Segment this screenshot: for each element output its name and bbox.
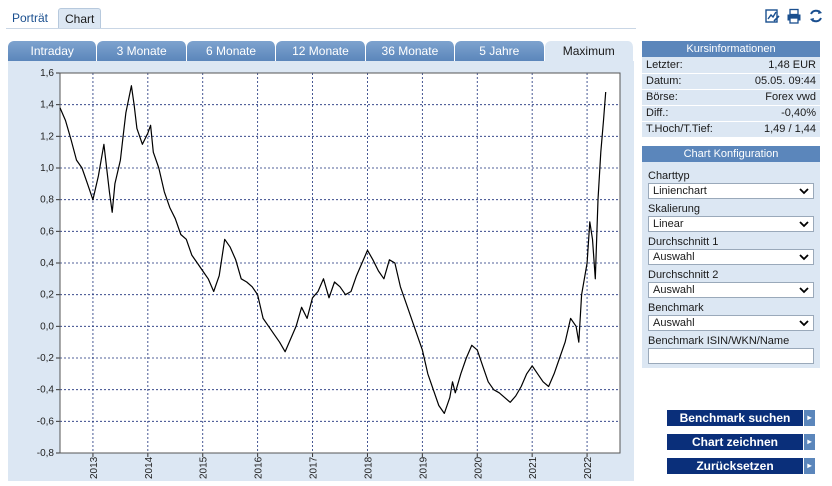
y-tick-label: 0,8 bbox=[40, 195, 54, 206]
tab-chart[interactable]: Chart bbox=[58, 8, 102, 28]
kursinfo-header: Kursinformationen bbox=[642, 41, 820, 57]
x-tick-label: 2014 bbox=[144, 456, 155, 479]
kurs-value: Forex vwd bbox=[734, 89, 820, 106]
skalierung-select[interactable]: Linear bbox=[648, 215, 814, 232]
price-chart: 1,6 1,4 1,2 1,0 0,8 0,6 0,4 0,2 0,0 -0,2 -0,4 -0,6 -… bbox=[37, 68, 621, 479]
x-tick-label: 2013 bbox=[89, 456, 100, 479]
benchmark-suchen-button[interactable]: Benchmark suchen ▸ bbox=[667, 410, 815, 426]
arrow-right-icon: ▸ bbox=[803, 434, 815, 450]
skalierung-label: Skalierung bbox=[648, 202, 700, 215]
benchmark-isin-label: Benchmark ISIN/WKN/Name bbox=[648, 334, 790, 347]
kurs-label: T.Hoch/T.Tief: bbox=[642, 121, 735, 138]
y-tick-label: 0,2 bbox=[40, 290, 54, 301]
durchschnitt1-label: Durchschnitt 1 bbox=[648, 235, 719, 248]
tab-intraday[interactable]: Intraday bbox=[8, 41, 98, 61]
chart-config-box: Chart Konfiguration Charttyp Linienchart… bbox=[642, 145, 820, 368]
skalierung-value: Linear bbox=[653, 217, 684, 230]
table-row: Börse: Forex vwd bbox=[642, 89, 820, 106]
top-tab-bar: Porträt Chart bbox=[6, 8, 102, 28]
x-tick-label: 2018 bbox=[363, 456, 374, 479]
durchschnitt2-select[interactable]: Auswahl bbox=[648, 281, 814, 298]
kurs-label: Diff.: bbox=[642, 105, 735, 122]
benchmark-suchen-label: Benchmark suchen bbox=[679, 411, 791, 425]
refresh-icon[interactable] bbox=[808, 8, 824, 24]
table-row: Datum: 05.05. 09:44 bbox=[642, 73, 820, 90]
sidebar: Kursinformationen Letzter: 1,48 EUR Datu… bbox=[642, 41, 820, 368]
durchschnitt2-label: Durchschnitt 2 bbox=[648, 268, 719, 281]
chevron-down-icon bbox=[799, 286, 809, 293]
x-tick-label: 2020 bbox=[473, 456, 484, 479]
arrow-right-icon: ▸ bbox=[803, 410, 815, 426]
table-row: Letzter: 1,48 EUR bbox=[642, 57, 820, 74]
tab-divider bbox=[6, 28, 636, 29]
y-tick-label: 1,0 bbox=[40, 163, 54, 174]
kurs-label: Börse: bbox=[642, 89, 735, 106]
tab-3-monate[interactable]: 3 Monate bbox=[97, 41, 187, 61]
durchschnitt1-select[interactable]: Auswahl bbox=[648, 248, 814, 265]
tab-5-jahre[interactable]: 5 Jahre bbox=[455, 41, 545, 61]
kurs-label: Letzter: bbox=[642, 57, 735, 74]
y-tick-label: 1,4 bbox=[40, 100, 54, 111]
tab-portraet[interactable]: Porträt bbox=[12, 11, 49, 25]
x-tick-label: 2017 bbox=[309, 456, 320, 479]
x-tick-label: 2015 bbox=[199, 456, 210, 479]
kurs-value: -0,40% bbox=[734, 105, 820, 122]
zuruecksetzen-button[interactable]: Zurücksetzen ▸ bbox=[667, 458, 815, 474]
charttyp-value: Linienchart bbox=[653, 184, 707, 197]
durchschnitt2-value: Auswahl bbox=[653, 283, 695, 296]
benchmark-isin-input[interactable] bbox=[648, 347, 814, 364]
zuruecksetzen-label: Zurücksetzen bbox=[696, 459, 774, 473]
config-header: Chart Konfiguration bbox=[642, 145, 820, 162]
print-icon[interactable] bbox=[786, 8, 802, 24]
y-tick-label: 0,0 bbox=[40, 321, 54, 332]
chevron-down-icon bbox=[799, 187, 809, 194]
chart-zeichnen-button[interactable]: Chart zeichnen ▸ bbox=[667, 434, 815, 450]
x-tick-label: 2022 bbox=[583, 456, 594, 479]
benchmark-value: Auswahl bbox=[653, 316, 695, 329]
chart-zeichnen-label: Chart zeichnen bbox=[691, 435, 778, 449]
y-tick-label: -0,2 bbox=[37, 353, 55, 364]
y-tick-label: -0,6 bbox=[37, 416, 55, 427]
x-tick-label: 2021 bbox=[528, 456, 539, 479]
price-series-line bbox=[59, 85, 607, 414]
arrow-right-icon: ▸ bbox=[803, 458, 815, 474]
kurs-value: 1,48 EUR bbox=[734, 57, 820, 74]
chevron-down-icon bbox=[799, 253, 809, 260]
kurs-value: 1,49 / 1,44 bbox=[734, 121, 820, 138]
kurs-label: Datum: bbox=[642, 73, 735, 90]
tab-12-monate[interactable]: 12 Monate bbox=[276, 41, 366, 61]
plot-border bbox=[59, 72, 621, 454]
toolbar-icons bbox=[764, 8, 824, 24]
x-tick-label: 2019 bbox=[418, 456, 429, 479]
y-tick-label: 0,6 bbox=[40, 226, 54, 237]
y-tick-label: 1,6 bbox=[40, 68, 54, 79]
tab-36-monate[interactable]: 36 Monate bbox=[365, 41, 456, 61]
benchmark-label: Benchmark bbox=[648, 301, 704, 314]
table-row: Diff.: -0,40% bbox=[642, 105, 820, 122]
chart-panel: 1,6 1,4 1,2 1,0 0,8 0,6 0,4 0,2 0,0 -0,2 -0,4 -0,6 -… bbox=[8, 61, 634, 481]
tab-6-monate[interactable]: 6 Monate bbox=[186, 41, 277, 61]
period-tab-bar: Intraday 3 Monate 6 Monate 12 Monate 36 … bbox=[8, 41, 634, 61]
chart-edit-icon[interactable] bbox=[764, 8, 780, 24]
x-tick-label: 2016 bbox=[254, 456, 265, 479]
kurs-value: 05.05. 09:44 bbox=[734, 73, 820, 90]
durchschnitt1-value: Auswahl bbox=[653, 250, 695, 263]
y-tick-label: 0,4 bbox=[40, 258, 54, 269]
y-tick-label: -0,4 bbox=[37, 385, 55, 396]
chevron-down-icon bbox=[799, 319, 809, 326]
tab-maximum[interactable]: Maximum bbox=[544, 41, 634, 61]
charttyp-select[interactable]: Linienchart bbox=[648, 182, 814, 199]
benchmark-select[interactable]: Auswahl bbox=[648, 314, 814, 331]
y-tick-label: 1,2 bbox=[40, 131, 54, 142]
kursinfo-table: Letzter: 1,48 EUR Datum: 05.05. 09:44 Bö… bbox=[642, 57, 820, 138]
y-tick-label: -0,8 bbox=[37, 448, 55, 459]
charttyp-label: Charttyp bbox=[648, 169, 690, 182]
table-row: T.Hoch/T.Tief: 1,49 / 1,44 bbox=[642, 121, 820, 138]
chevron-down-icon bbox=[799, 220, 809, 227]
